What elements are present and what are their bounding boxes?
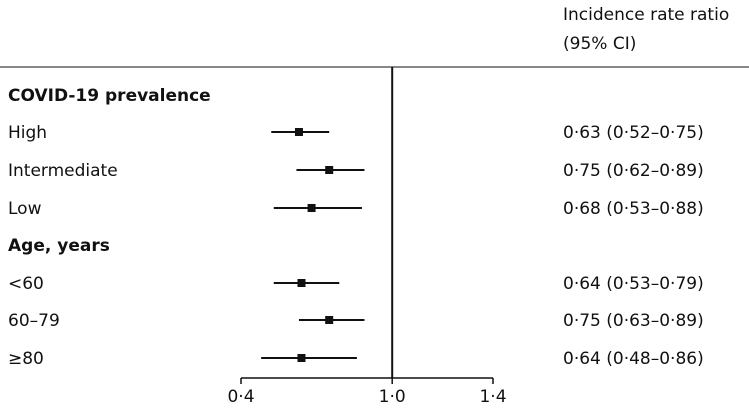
ci-text: 0·64 (0·48–0·86)	[563, 349, 704, 369]
point-estimate	[325, 166, 334, 174]
point-estimate	[325, 316, 334, 324]
row-label: ≥80	[8, 349, 44, 369]
ci-text: 0·75 (0·63–0·89)	[563, 311, 704, 331]
ci-text: 0·63 (0·52–0·75)	[563, 123, 704, 143]
row-label: High	[8, 123, 47, 143]
group-title: COVID-19 prevalence	[8, 86, 211, 106]
column-title-line1: Incidence rate ratio	[563, 5, 729, 25]
group-title: Age, years	[8, 236, 110, 256]
x-tick-label: 0·4	[227, 387, 254, 407]
row-label: 60–79	[8, 311, 60, 331]
ci-text: 0·64 (0·53–0·79)	[563, 274, 704, 294]
point-estimate	[297, 354, 306, 362]
point-estimate	[297, 279, 306, 287]
ci-text: 0·68 (0·53–0·88)	[563, 199, 704, 219]
row-label: Low	[8, 199, 42, 219]
x-tick-label: 1·0	[379, 387, 406, 407]
row-label: Intermediate	[8, 161, 118, 181]
ci-text: 0·75 (0·62–0·89)	[563, 161, 704, 181]
x-axis: 0·4 1·0 1·4	[227, 67, 507, 407]
column-title-line2: (95% CI)	[563, 34, 636, 54]
row-label: <60	[8, 274, 44, 294]
forest-rows: COVID-19 prevalence High 0·63 (0·52–0·75) I…	[8, 86, 704, 369]
point-estimate	[307, 204, 316, 212]
point-estimate	[294, 128, 303, 136]
x-tick-label: 1·4	[479, 387, 506, 407]
